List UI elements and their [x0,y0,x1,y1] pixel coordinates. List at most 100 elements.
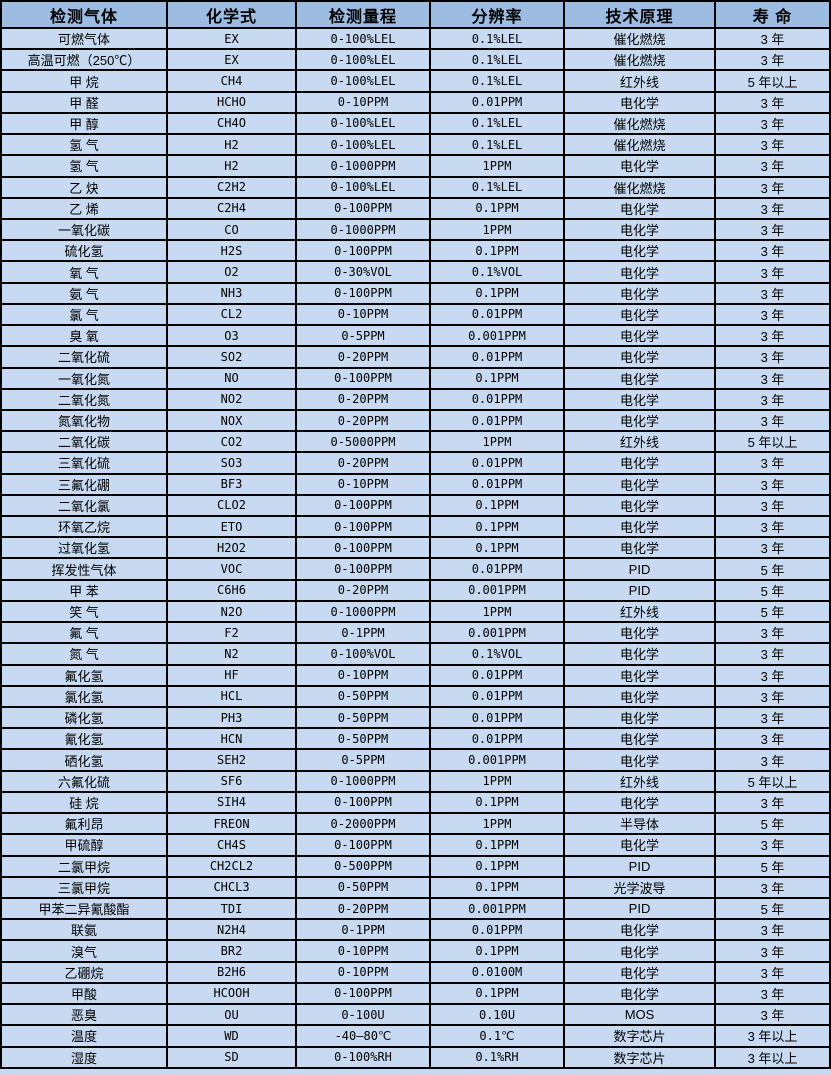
cell-life: 3 年 [714,302,831,327]
cell-principle: 电化学 [563,918,716,942]
cell-gas: 甲 苯 [0,578,168,602]
cell-gas: 挥发性气体 [0,557,168,581]
cell-principle: 数字芯片 [563,1045,716,1069]
cell-principle: PID [563,854,716,878]
cell-principle: 催化燃烧 [563,175,716,199]
cell-formula: B2H6 [166,960,297,984]
cell-range: 0-50PPM [295,705,431,730]
cell-gas: 氨 气 [0,281,168,305]
cell-formula: CLO2 [166,493,297,518]
cell-range: 0-1PPM [295,918,431,942]
cell-resolution: 0.1℃ [429,1024,565,1048]
table-row: 温度 WD -40—80℃ 0.1℃ 数字芯片 3 年以上 [0,1024,831,1048]
cell-formula: HCN [166,727,297,751]
cell-gas: 乙硼烷 [0,960,168,984]
cell-resolution: 0.1PPM [429,875,565,899]
cell-gas: 氯化氢 [0,684,168,709]
cell-range: 0-100PPM [295,536,431,560]
cell-life: 3 年 [714,621,831,645]
cell-gas: 过氧化氢 [0,536,168,560]
cell-principle: 电化学 [563,239,716,263]
table-row: 溴气 BR2 0-10PPM 0.1PPM 电化学 3 年 [0,939,831,963]
table-row: 氢 气 H2 0-1000PPM 1PPM 电化学 3 年 [0,154,831,178]
cell-gas: 氮 气 [0,642,168,666]
table-row: 挥发性气体 VOC 0-100PPM 0.01PPM PID 5 年 [0,557,831,581]
cell-formula: HCL [166,684,297,709]
cell-gas: 氮氧化物 [0,408,168,433]
cell-range: 0-100%VOL [295,642,431,666]
cell-life: 5 年以上 [714,430,831,454]
cell-range: 0-2000PPM [295,812,431,836]
cell-gas: 氟利昂 [0,812,168,836]
cell-resolution: 0.01PPM [429,451,565,475]
cell-formula: BR2 [166,939,297,963]
cell-gas: 恶臭 [0,1003,168,1027]
cell-principle: 电化学 [563,302,716,327]
cell-life: 3 年 [714,175,831,199]
cell-life: 3 年 [714,345,831,369]
table-row: 笑 气 N2O 0-1000PPM 1PPM 红外线 5 年 [0,599,831,624]
table-row: 乙硼烷 B2H6 0-10PPM 0.0100M 电化学 3 年 [0,960,831,984]
cell-formula: CH4 [166,69,297,93]
cell-range: 0-100PPM [295,366,431,390]
cell-formula: EX [166,26,297,51]
cell-gas: 一氧化碳 [0,217,168,242]
table-row: 三氟化硼 BF3 0-10PPM 0.01PPM 电化学 3 年 [0,472,831,496]
cell-range: -40—80℃ [295,1024,431,1048]
cell-resolution: 0.01PPM [429,663,565,687]
cell-life: 3 年 [714,790,831,815]
cell-formula: CO2 [166,430,297,454]
cell-resolution: 0.001PPM [429,896,565,921]
cell-gas: 联氨 [0,918,168,942]
cell-range: 0-100PPM [295,515,431,539]
cell-principle: 电化学 [563,366,716,390]
cell-resolution: 0.1PPM [429,939,565,963]
cell-resolution: 0.1PPM [429,281,565,305]
cell-life: 5 年 [714,854,831,878]
cell-life: 5 年 [714,896,831,921]
cell-resolution: 0.1PPM [429,536,565,560]
cell-life: 3 年 [714,366,831,390]
cell-gas: 氧 气 [0,260,168,284]
cell-range: 0-30%VOL [295,260,431,284]
cell-range: 0-1PPM [295,621,431,645]
table-row: 氰化氢 HCN 0-50PPM 0.01PPM 电化学 3 年 [0,727,831,751]
cell-resolution: 0.1%LEL [429,48,565,72]
table-row: 一氧化碳 CO 0-1000PPM 1PPM 电化学 3 年 [0,217,831,242]
cell-resolution: 0.1%VOL [429,642,565,666]
cell-range: 0-100%LEL [295,69,431,93]
cell-principle: 红外线 [563,430,716,454]
cell-life: 3 年 [714,939,831,963]
cell-resolution: 1PPM [429,217,565,242]
cell-principle: 电化学 [563,493,716,518]
cell-gas: 氢 气 [0,154,168,178]
cell-principle: 电化学 [563,663,716,687]
cell-life: 3 年 [714,493,831,518]
cell-gas: 乙 烯 [0,196,168,220]
table-row: 二氯甲烷 CH2CL2 0-500PPM 0.1PPM PID 5 年 [0,854,831,878]
cell-formula: CH2CL2 [166,854,297,878]
cell-formula: NOX [166,408,297,433]
cell-life: 3 年以上 [714,1024,831,1048]
cell-gas: 三氧化硫 [0,451,168,475]
table-row: 硫化氢 H2S 0-100PPM 0.1PPM 电化学 3 年 [0,239,831,263]
cell-life: 3 年 [714,133,831,157]
cell-principle: 电化学 [563,705,716,730]
cell-life: 3 年 [714,324,831,348]
cell-principle: PID [563,896,716,921]
table-row: 氨 气 NH3 0-100PPM 0.1PPM 电化学 3 年 [0,281,831,305]
cell-resolution: 0.01PPM [429,727,565,751]
table-row: 氮氧化物 NOX 0-20PPM 0.01PPM 电化学 3 年 [0,408,831,433]
cell-principle: 电化学 [563,196,716,220]
cell-life: 3 年 [714,981,831,1006]
cell-range: 0-20PPM [295,451,431,475]
cell-range: 0-100%RH [295,1045,431,1069]
table-row: 二氧化氯 CLO2 0-100PPM 0.1PPM 电化学 3 年 [0,493,831,518]
cell-range: 0-5000PPM [295,430,431,454]
cell-principle: PID [563,578,716,602]
cell-life: 5 年 [714,599,831,624]
table-row: 氯化氢 HCL 0-50PPM 0.01PPM 电化学 3 年 [0,684,831,709]
cell-gas: 甲硫醇 [0,833,168,857]
cell-resolution: 0.01PPM [429,302,565,327]
cell-life: 3 年 [714,260,831,284]
